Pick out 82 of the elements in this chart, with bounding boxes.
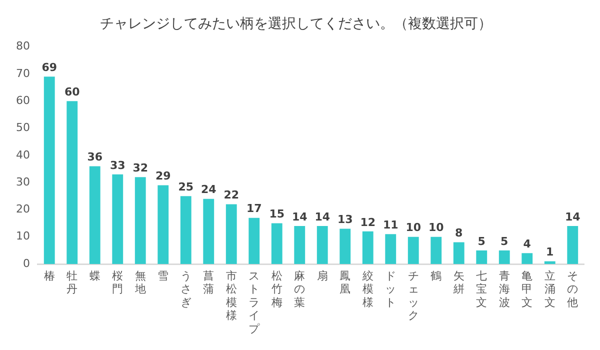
bar (112, 174, 124, 264)
x-tick-label: 矢絣 (452, 269, 464, 296)
x-tick-label: 麻の葉 (294, 269, 306, 309)
x-tick-label: 亀甲文 (522, 269, 533, 309)
x-tick-label: チェック (408, 269, 419, 322)
y-tick-label: 10 (16, 230, 30, 243)
y-tick-label: 40 (16, 148, 30, 162)
bar (180, 196, 192, 264)
bar (544, 261, 556, 264)
bar (362, 231, 374, 264)
data-label: 17 (246, 202, 262, 216)
bar (134, 177, 146, 264)
x-tick-label: 扇 (316, 269, 328, 282)
y-tick-label: 80 (16, 40, 30, 53)
x-tick-label: 鶴 (430, 269, 442, 282)
data-label: 33 (110, 158, 126, 172)
data-label: 4 (523, 238, 532, 250)
x-tick-label: 菖蒲 (203, 269, 214, 296)
x-tick-label: 鳳凰 (340, 269, 351, 296)
chart-title: チャレンジしてみたい柄を選択してください。（複数選択可） (100, 16, 492, 32)
x-tick-label: 桜門 (112, 269, 124, 296)
data-label: 24 (200, 183, 217, 196)
data-label: 13 (337, 213, 353, 226)
data-label: 22 (224, 188, 240, 202)
data-label: 14 (314, 210, 330, 224)
bar (89, 166, 100, 264)
data-label: 10 (406, 221, 422, 234)
bar (385, 234, 396, 264)
data-label: 29 (155, 170, 171, 183)
bar (430, 236, 442, 264)
data-label: 5 (500, 234, 508, 248)
bar (203, 198, 214, 264)
x-tick-label: 蝶 (89, 269, 100, 282)
data-label: 14 (564, 210, 581, 224)
x-tick-label: 雪 (158, 269, 169, 282)
data-label: 60 (64, 85, 80, 98)
bar (476, 250, 488, 264)
data-label: 15 (269, 208, 285, 221)
bar (498, 250, 510, 264)
y-tick-label: 0 (22, 256, 30, 270)
data-label: 8 (455, 226, 463, 240)
x-tick-label: 青海波 (498, 269, 510, 309)
bar (408, 236, 419, 264)
y-tick-label: 30 (16, 175, 30, 188)
bar (248, 218, 260, 264)
data-label: 69 (42, 61, 58, 74)
x-tick-label: ドット (385, 269, 396, 309)
data-label: 10 (428, 221, 444, 234)
data-label: 25 (178, 180, 194, 194)
x-tick-label: 立涌文 (544, 269, 556, 309)
bar (316, 226, 328, 264)
bar (158, 185, 169, 264)
bar (294, 226, 306, 264)
x-tick-label: 七宝文 (476, 269, 488, 309)
data-label: 36 (87, 150, 103, 164)
bar (44, 76, 55, 264)
bar (226, 204, 237, 264)
bar (453, 242, 464, 264)
y-tick-label: 20 (16, 202, 30, 216)
x-tick-label: 椿 (44, 269, 55, 282)
x-tick-label: 牡丹 (66, 269, 78, 296)
y-tick-label: 50 (16, 121, 30, 134)
x-tick-label: 無地 (134, 269, 146, 296)
data-label: 1 (546, 246, 554, 259)
bar (66, 101, 78, 264)
data-label: 5 (478, 234, 486, 248)
bar (271, 223, 282, 264)
x-tick-label: ストライプ (248, 269, 261, 336)
x-tick-label: うさぎ (180, 269, 192, 309)
data-label: 11 (382, 218, 398, 232)
data-label: 32 (132, 161, 148, 174)
y-tick-label: 60 (16, 94, 30, 107)
bar (567, 226, 578, 264)
y-tick-label: 70 (16, 66, 30, 80)
x-tick-label: 市松模様 (226, 269, 237, 322)
data-label: 14 (292, 210, 308, 224)
bar (522, 253, 533, 264)
x-tick-label: その他 (567, 269, 578, 309)
x-tick-label: 松竹梅 (270, 269, 282, 309)
x-tick-label: 絞模様 (361, 269, 374, 309)
data-label: 12 (360, 216, 376, 229)
bar (340, 228, 351, 264)
